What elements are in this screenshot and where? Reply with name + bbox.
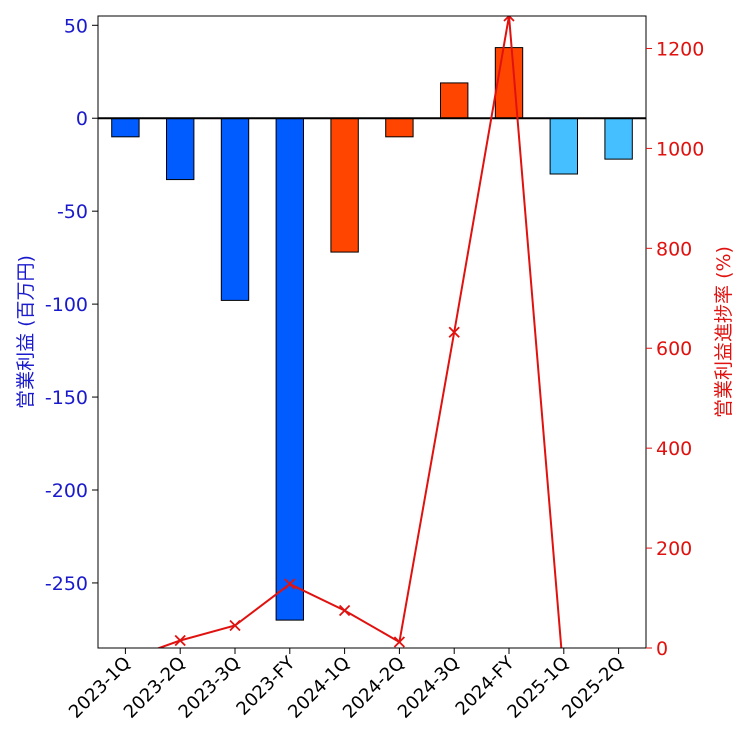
x-axis: 2023-1Q2023-2Q2023-3Q2023-FY2024-1Q2024-…: [65, 648, 628, 723]
bar-2024-2Q: [385, 117, 414, 138]
y-tick-label: -100: [45, 294, 88, 316]
bar-2024-FY: [494, 47, 524, 119]
plot-frame: [97, 15, 647, 649]
y2-tick-label: 1200: [656, 38, 704, 60]
progress-marker-2024-FY: [503, 16, 515, 22]
progress-marker-2023-FY: [284, 578, 296, 590]
plot-background: [98, 16, 646, 648]
y-tick-label: 0: [76, 108, 88, 130]
bar-2025-1Q: [549, 117, 578, 175]
progress-marker-2024-2Q: [393, 636, 406, 648]
progress-marker-2024-3Q: [448, 326, 460, 338]
progress-marker-2023-3Q: [229, 619, 241, 632]
y2-tick-label: 800: [656, 238, 692, 260]
y2-tick-label: 1000: [656, 138, 704, 160]
y2-tick-label: 400: [656, 438, 692, 460]
y-tick-label: -250: [45, 573, 88, 595]
bars: [111, 47, 633, 621]
y-tick-label: -200: [45, 480, 88, 502]
y-tick-label: -50: [57, 201, 88, 223]
bar-2024-3Q: [440, 82, 469, 119]
y2-tick-label: 0: [656, 638, 668, 660]
bar-2023-3Q: [220, 117, 250, 301]
left-axis: 50 0 -50 -100 -150 -200 -250: [45, 15, 98, 595]
bar-2023-FY: [275, 117, 305, 621]
y2-tick-label: 200: [656, 538, 692, 560]
progress-line: [156, 16, 563, 648]
y-axis-label: 営業利益 (百万円): [15, 255, 37, 409]
bar-2023-2Q: [166, 117, 195, 181]
y-tick-label: -150: [45, 387, 88, 409]
bar-2024-1Q: [330, 117, 359, 253]
y-tick-label: 50: [64, 15, 88, 37]
bar-2023-1Q: [111, 117, 140, 138]
progress-marker-2023-2Q: [174, 634, 186, 647]
bar-2025-2Q: [604, 117, 633, 160]
y2-tick-label: 600: [656, 338, 692, 360]
progress-marker-2024-1Q: [338, 604, 351, 617]
y2-axis-label: 営業利益進捗率 (%): [713, 246, 735, 418]
right-axis: 1200 1000 800 600 400 200 0: [646, 38, 704, 660]
